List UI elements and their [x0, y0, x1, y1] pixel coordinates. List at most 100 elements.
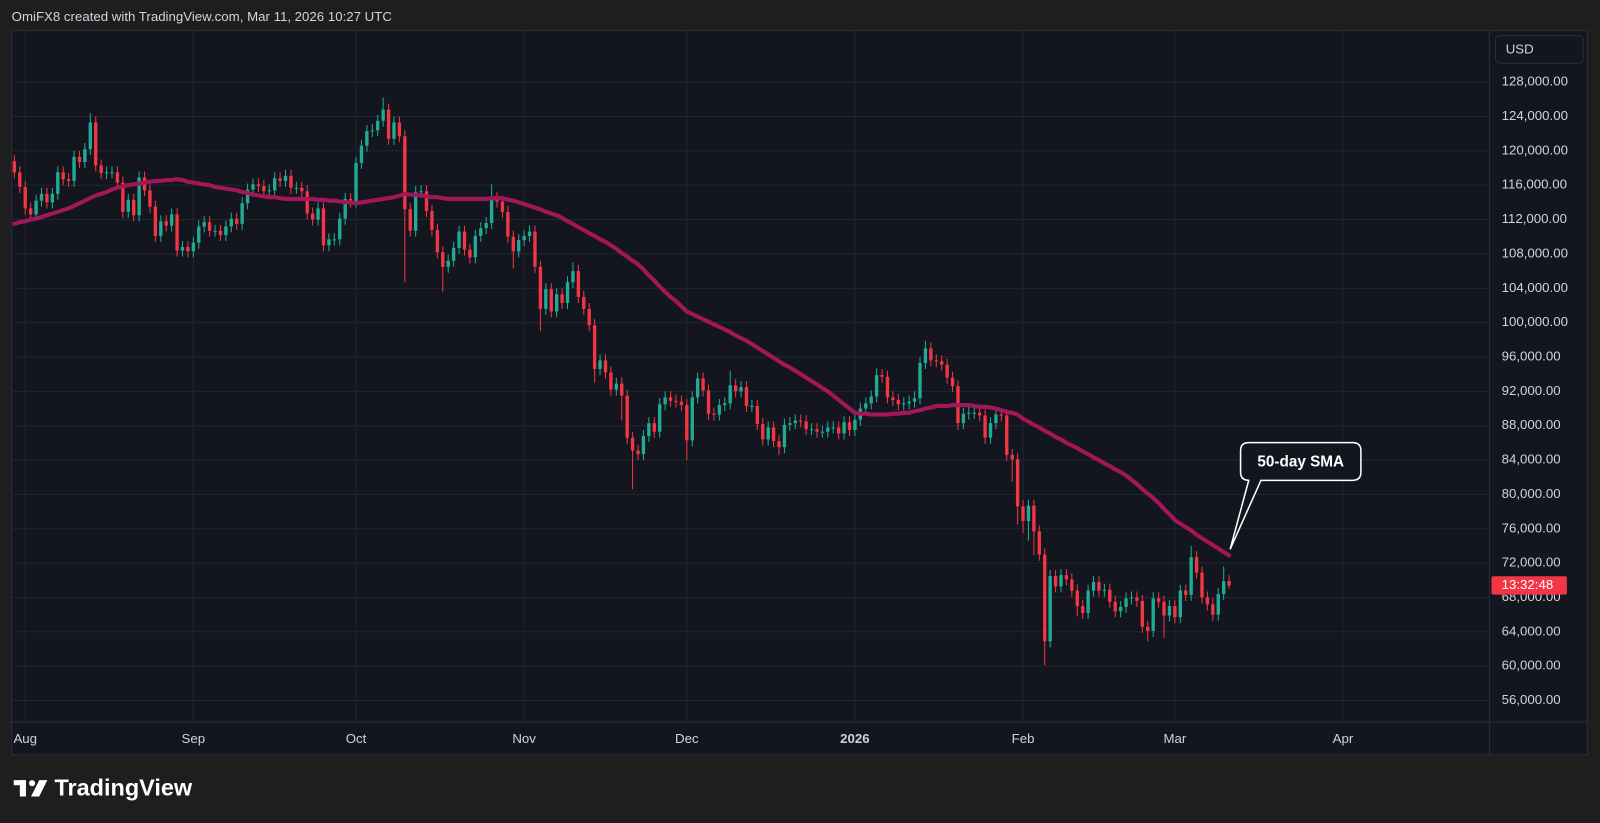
- candle-body: [365, 131, 369, 146]
- candle-body: [348, 198, 353, 202]
- candle-body: [61, 172, 65, 180]
- candle-body: [316, 208, 320, 220]
- candle-body: [1070, 579, 1074, 591]
- candle-body: [77, 156, 82, 163]
- candle-body: [815, 429, 819, 432]
- y-tick-label: 84,000.00: [1502, 452, 1561, 467]
- candle-body: [121, 182, 125, 212]
- candle-body: [500, 201, 505, 212]
- candle-body: [788, 423, 792, 425]
- candle-body: [609, 372, 613, 390]
- candle-body: [614, 383, 619, 390]
- candle-body: [1162, 601, 1166, 616]
- candle-body: [430, 210, 434, 230]
- y-tick-label: 92,000.00: [1502, 383, 1561, 398]
- x-tick-label: Mar: [1163, 731, 1186, 746]
- candle-body: [1129, 597, 1134, 599]
- candle-body: [750, 405, 754, 407]
- y-tick-label: 100,000.00: [1502, 314, 1568, 329]
- candle-body: [34, 200, 38, 215]
- logo-icon: [31, 780, 48, 797]
- candle-body: [1032, 505, 1036, 532]
- candle-body: [354, 162, 358, 202]
- candle-body: [1026, 505, 1031, 522]
- y-tick-label: 88,000.00: [1502, 417, 1561, 432]
- candle-body: [652, 423, 656, 432]
- candle-body: [202, 222, 206, 227]
- y-tick-label: 80,000.00: [1502, 486, 1561, 501]
- candle-body: [305, 191, 309, 214]
- candle-body: [934, 360, 938, 362]
- y-tick-label: 104,000.00: [1502, 280, 1568, 295]
- candle-body: [522, 235, 526, 241]
- currency-button[interactable]: [1495, 35, 1584, 64]
- x-tick-label: 2026: [840, 731, 869, 746]
- candle-body: [1075, 590, 1079, 607]
- y-tick-label: 108,000.00: [1502, 245, 1568, 260]
- candle-body: [1189, 557, 1193, 595]
- candle-body: [408, 209, 412, 231]
- y-tick-label: 124,000.00: [1502, 108, 1568, 123]
- candle-body: [809, 429, 814, 431]
- candle-body: [674, 400, 678, 402]
- candle-body: [587, 308, 591, 326]
- candle-body: [1178, 590, 1182, 618]
- overlay: 50-day SMA: [12, 177, 1362, 558]
- candle-body: [1173, 606, 1177, 618]
- candle-body: [1118, 606, 1123, 612]
- candle-body: [912, 398, 917, 402]
- candle-body: [267, 190, 271, 192]
- candle-body: [468, 249, 472, 258]
- candle-body: [1113, 601, 1117, 612]
- candle-body: [799, 420, 803, 422]
- candle-body: [45, 193, 49, 203]
- candle-body: [359, 145, 364, 163]
- candle-body: [148, 190, 152, 207]
- candle-body: [213, 230, 217, 232]
- candle-body: [706, 390, 711, 414]
- candle-body: [1005, 415, 1009, 455]
- candle-body: [793, 420, 797, 424]
- candle-body: [386, 109, 391, 139]
- y-tick-label: 96,000.00: [1502, 348, 1561, 363]
- candle-body: [880, 375, 884, 377]
- candle-body: [332, 239, 337, 241]
- y-tick-label: 116,000.00: [1502, 177, 1567, 192]
- candle-body: [473, 235, 478, 258]
- candle-body: [1124, 598, 1128, 607]
- candle-body: [620, 383, 624, 396]
- candle-body: [278, 178, 282, 181]
- candles: [12, 97, 1231, 666]
- candle-body: [533, 231, 537, 267]
- candle-body: [641, 436, 646, 455]
- candle-body: [28, 208, 33, 215]
- candle-body: [603, 360, 608, 373]
- axes: 56,000.0060,000.0064,000.0068,000.0072,0…: [13, 74, 1568, 746]
- legend-label: 50-day SMA: [1257, 454, 1344, 471]
- candle-body: [413, 192, 418, 231]
- candle-body: [115, 172, 120, 183]
- candle-body: [961, 413, 966, 424]
- candle-body: [1194, 557, 1199, 573]
- candle-body: [592, 325, 597, 370]
- candle-body: [744, 387, 749, 406]
- candle-body: [625, 395, 629, 438]
- candle-body: [153, 206, 158, 236]
- y-tick-label: 72,000.00: [1502, 555, 1561, 570]
- candle-body: [853, 419, 857, 430]
- x-tick-label: Dec: [675, 731, 699, 746]
- candle-body: [1227, 581, 1231, 586]
- candle-body: [191, 242, 196, 252]
- candle-body: [110, 172, 114, 174]
- candle-body: [126, 199, 130, 212]
- candle-body: [1010, 454, 1014, 460]
- candle-body: [224, 226, 228, 236]
- candle-body: [484, 222, 488, 229]
- candle-body: [777, 441, 781, 448]
- candle-body: [180, 247, 185, 251]
- candle-body: [392, 122, 396, 139]
- candle-body: [999, 414, 1004, 416]
- candle-body: [988, 423, 993, 438]
- candle-body: [300, 187, 304, 192]
